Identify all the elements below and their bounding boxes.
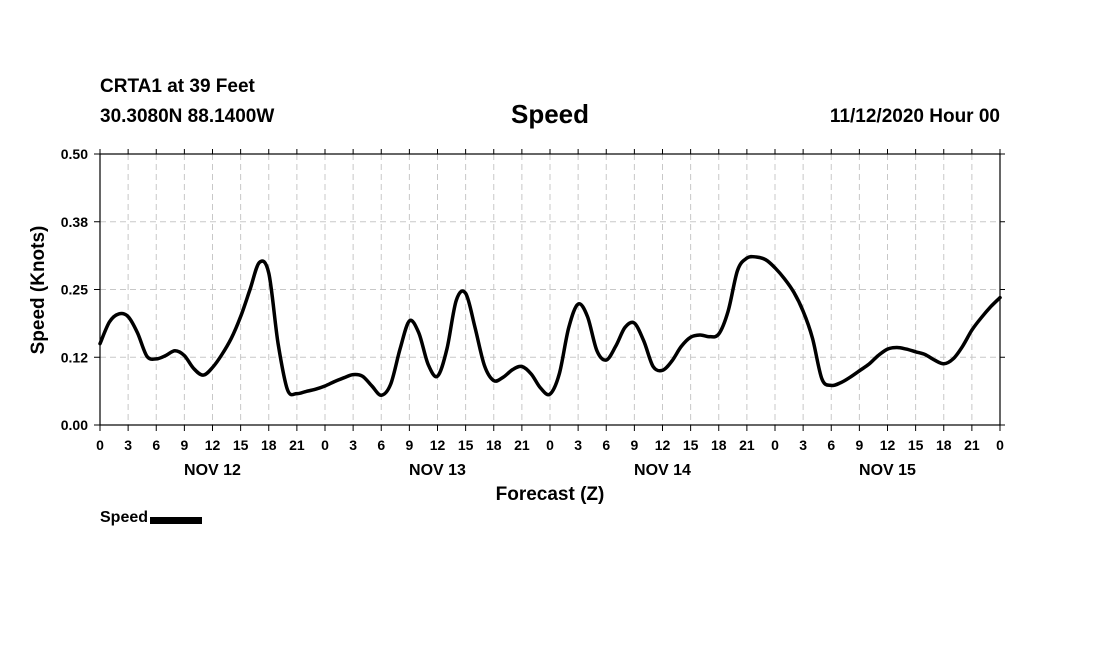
- x-tick-label: 0: [546, 437, 554, 453]
- legend-label: Speed: [100, 509, 149, 526]
- day-labels: NOV 12 NOV 13 NOV 14 NOV 15: [184, 462, 916, 479]
- forecast-datetime: 11/12/2020 Hour 00: [829, 106, 1000, 127]
- day-label: NOV 13: [409, 462, 466, 479]
- x-tick-label: 21: [514, 437, 530, 453]
- x-tick-label: 12: [880, 437, 896, 453]
- station-label: CRTA1 at 39 Feet: [100, 76, 255, 97]
- day-label: NOV 12: [184, 462, 241, 479]
- x-tick-label: 9: [405, 437, 413, 453]
- x-tick-label: 6: [827, 437, 835, 453]
- x-tick-label: 3: [349, 437, 357, 453]
- y-tick-label: 0.00: [61, 417, 88, 433]
- x-tick-label: 21: [289, 437, 305, 453]
- chart-title: Speed: [510, 99, 590, 129]
- x-axis-title: Forecast (Z): [496, 484, 605, 505]
- x-tick-label: 6: [152, 437, 160, 453]
- x-tick-label: 21: [739, 437, 755, 453]
- x-tick-label: 21: [964, 437, 980, 453]
- x-tick-label: 3: [574, 437, 582, 453]
- speed-series-line: [98, 254, 1002, 397]
- x-tick-label: 18: [711, 437, 727, 453]
- y-tick-label: 0.50: [61, 146, 88, 162]
- x-tick-label: 12: [205, 437, 221, 453]
- grid-lines: [100, 154, 1000, 425]
- y-tick-label: 0.25: [61, 282, 88, 298]
- x-tick-label: 18: [486, 437, 502, 453]
- x-tick-label: 12: [655, 437, 671, 453]
- x-tick-label: 18: [261, 437, 277, 453]
- x-tick-label: 18: [936, 437, 952, 453]
- y-tick-label: 0.38: [61, 214, 88, 230]
- coordinates-label: 30.3080N 88.1400W: [100, 106, 275, 127]
- x-tick-label: 15: [458, 437, 474, 453]
- x-tick-label: 9: [855, 437, 863, 453]
- legend-line-swatch: [150, 516, 203, 524]
- x-tick-label: 3: [124, 437, 132, 453]
- day-label: NOV 15: [859, 462, 916, 479]
- x-tick-label: 0: [321, 437, 329, 453]
- y-tick-label: 0.12: [61, 349, 88, 365]
- x-tick-label: 3: [799, 437, 807, 453]
- x-tick-label: 15: [683, 437, 699, 453]
- x-tick-label: 9: [180, 437, 188, 453]
- x-tick-label: 12: [430, 437, 446, 453]
- y-tick-labels: 0.00 0.12 0.25 0.38 0.50: [61, 146, 88, 433]
- x-tick-label: 15: [233, 437, 249, 453]
- x-tick-label: 9: [630, 437, 638, 453]
- x-tick-label: 0: [996, 437, 1004, 453]
- x-tick-label: 6: [377, 437, 385, 453]
- x-tick-label: 0: [96, 437, 104, 453]
- legend: Speed: [100, 509, 203, 527]
- x-tick-label: 0: [771, 437, 779, 453]
- axis-ticks: [94, 149, 1005, 431]
- x-tick-label: 6: [602, 437, 610, 453]
- x-tick-label: 15: [908, 437, 924, 453]
- x-tick-labels: 0 3 6 9 12 15 18 21 0 3 6 9 12 15 18 21 0 3 6 9 12 15 18 21 0 3 6 9…: [96, 437, 1004, 453]
- day-label: NOV 14: [634, 462, 691, 479]
- y-axis-title: Speed (Knots): [28, 226, 49, 355]
